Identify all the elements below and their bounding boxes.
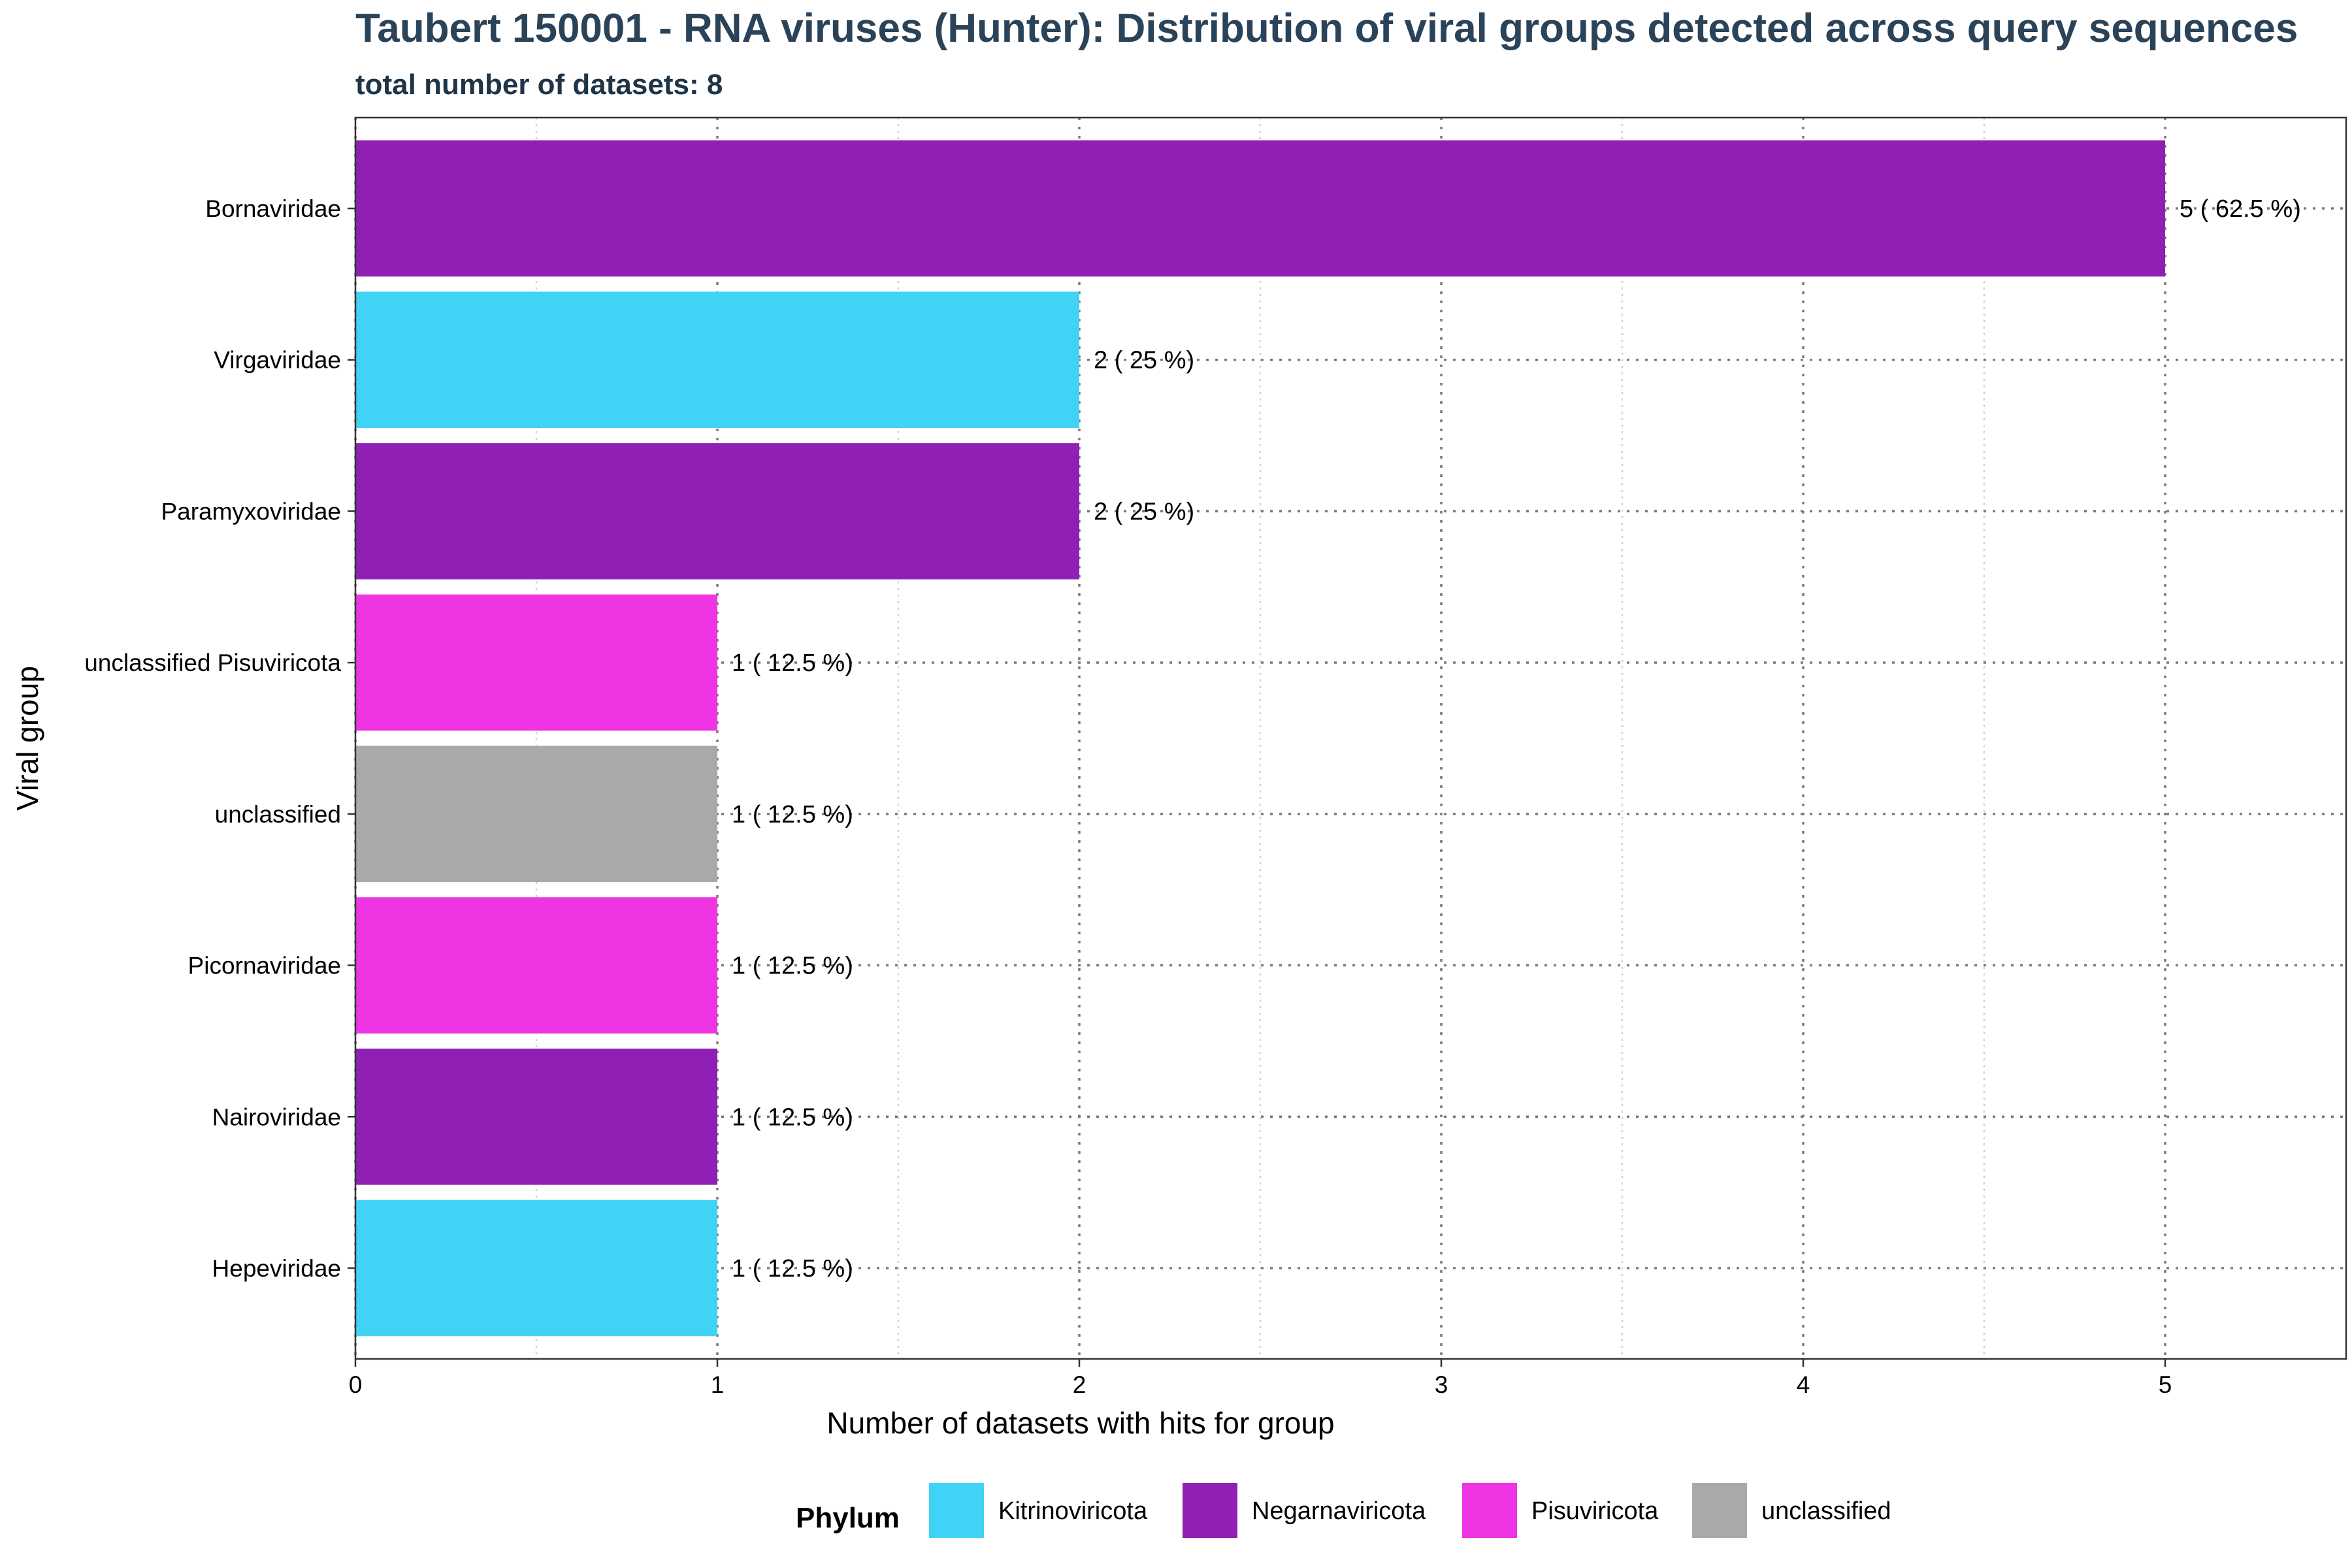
x-tick-label: 3 (1435, 1371, 1448, 1398)
data-label: 5 ( 62.5 %) (2180, 195, 2301, 223)
bar (355, 1049, 717, 1185)
bar (355, 594, 717, 731)
bar (355, 1200, 717, 1337)
x-tick-label: 2 (1073, 1371, 1086, 1398)
legend-swatch (1692, 1483, 1747, 1538)
legend-items: Kitrinoviricota Negarnaviricota Pisuvirico… (929, 1483, 1891, 1538)
x-tick-label: 4 (1797, 1371, 1810, 1398)
bar (355, 897, 717, 1034)
bars (355, 140, 2165, 1337)
y-axis-title: Viral group (10, 666, 44, 811)
data-label: 1 ( 12.5 %) (732, 953, 853, 980)
data-label: 1 ( 12.5 %) (732, 1103, 853, 1131)
bar (355, 443, 1079, 580)
data-label: 2 ( 25 %) (1094, 347, 1194, 374)
data-labels: 5 ( 62.5 %) 2 ( 25 %) 2 ( 25 %) 1 ( 12.5 %)… (732, 195, 2301, 1282)
bar (355, 291, 1079, 428)
x-axis-ticks: 0 1 2 3 4 5 (349, 1359, 2172, 1398)
legend-label: Pisuviricota (1531, 1497, 1659, 1525)
y-tick-label: unclassified (215, 801, 341, 828)
legend-swatch (1183, 1483, 1237, 1538)
data-label: 2 ( 25 %) (1094, 498, 1194, 525)
legend-label: Negarnaviricota (1252, 1497, 1426, 1525)
y-tick-label: Bornaviridae (205, 195, 341, 222)
legend-swatch (929, 1483, 984, 1538)
legend-label: Kitrinoviricota (998, 1497, 1148, 1525)
bar (355, 140, 2165, 277)
y-tick-label: Picornaviridae (188, 953, 341, 979)
bar (355, 745, 717, 883)
legend-swatch (1462, 1483, 1517, 1538)
chart-subtitle: total number of datasets: 8 (355, 69, 723, 101)
y-tick-label: Paramyxoviridae (161, 498, 341, 525)
legend-title: Phylum (796, 1502, 900, 1534)
data-label: 1 ( 12.5 %) (732, 801, 853, 828)
legend-label: unclassified (1761, 1497, 1891, 1525)
data-label: 1 ( 12.5 %) (732, 649, 853, 677)
chart-title: Taubert 150001 - RNA viruses (Hunter): D… (355, 6, 2298, 51)
y-tick-label: Hepeviridae (212, 1255, 341, 1282)
y-tick-label: Nairoviridae (212, 1103, 341, 1130)
x-axis-title: Number of datasets with hits for group (826, 1406, 1334, 1440)
plot-panel-border (354, 116, 2347, 1360)
data-label: 1 ( 12.5 %) (732, 1255, 853, 1282)
y-axis-ticks: Bornaviridae Virgaviridae Paramyxoviridae u… (84, 195, 355, 1282)
x-tick-label: 0 (349, 1371, 363, 1398)
x-tick-label: 1 (711, 1371, 725, 1398)
legend: Phylum Kitrinoviricota Negarnaviricota Pis… (796, 1483, 1891, 1538)
y-tick-label: unclassified Pisuviricota (84, 649, 341, 676)
y-tick-label: Virgaviridae (214, 347, 341, 374)
x-tick-label: 5 (2159, 1371, 2172, 1398)
